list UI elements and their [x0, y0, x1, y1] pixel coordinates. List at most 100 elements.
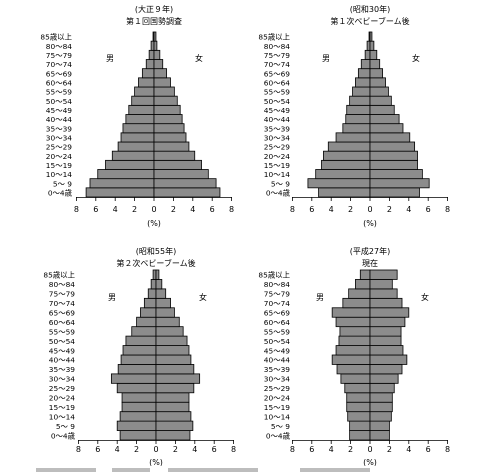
x-tick-label: 6: [210, 205, 215, 214]
bar-male-4: [346, 392, 371, 403]
bar-female-4: [369, 392, 393, 403]
x-axis-unit-label: (%): [149, 458, 163, 466]
bar-female-14: [155, 297, 171, 309]
age-category-label: 0～4歳: [266, 188, 291, 197]
bar-male-10: [125, 335, 157, 346]
bar-female-11: [153, 86, 175, 97]
bar-male-6: [120, 132, 155, 143]
x-tick-label: 8: [445, 445, 450, 454]
age-category-label: 5～ 9: [56, 422, 75, 431]
age-category-label: 20～24: [264, 394, 290, 403]
bar-female-1: [369, 420, 390, 431]
bar-female-4: [155, 392, 190, 403]
bar-female-8: [153, 114, 183, 125]
age-category-label: 40～44: [264, 356, 290, 365]
x-tick-label: 4: [406, 205, 411, 214]
bar-female-4: [369, 150, 418, 161]
age-category-label: 40～44: [46, 115, 72, 124]
bar-female-6: [369, 132, 411, 143]
bar-female-11: [369, 326, 402, 337]
age-category-label: 35～39: [264, 124, 290, 133]
age-category-label: 85歳以上: [258, 33, 290, 42]
bar-male-12: [136, 316, 157, 328]
bar-male-14: [145, 59, 155, 70]
bar-male-12: [335, 316, 371, 328]
male-label: 男: [316, 293, 324, 302]
bar-female-3: [153, 159, 202, 170]
age-category-label: 60～64: [264, 78, 290, 87]
bar-male-5: [344, 382, 371, 394]
bar-male-14: [143, 297, 157, 309]
bar-male-15: [147, 288, 157, 299]
x-tick-label: 2: [348, 445, 353, 454]
age-category-label: 45～49: [46, 106, 72, 115]
bar-male-15: [348, 288, 371, 299]
age-category-label: 25～29: [264, 384, 290, 393]
x-tick-label: 6: [309, 205, 314, 214]
bar-female-10: [155, 335, 188, 346]
age-category-label: 75～79: [264, 290, 290, 299]
x-tick-label: 8: [74, 205, 79, 214]
chart-title: (昭和30年): [350, 4, 390, 14]
bar-female-1: [153, 178, 217, 189]
bar-female-10: [153, 95, 178, 106]
age-category-label: 30～34: [264, 133, 290, 142]
age-category-label: 30～34: [49, 375, 75, 384]
bar-male-1: [307, 178, 371, 189]
bar-male-9: [128, 104, 155, 115]
x-tick-label: 8: [445, 205, 450, 214]
age-category-label: 30～34: [264, 375, 290, 384]
age-category-label: 45～49: [49, 346, 75, 355]
bar-female-3: [155, 401, 190, 413]
x-axis-unit-label: (%): [363, 219, 377, 228]
chart-subtitle: 現在: [362, 258, 378, 268]
bar-female-16: [153, 40, 158, 51]
x-tick-label: 6: [93, 205, 98, 214]
x-tick-label: 6: [212, 445, 217, 454]
pyramid-chart-4: (平成27年)現在男 女0～4歳5～ 910～1415～1920～2425～293…: [258, 246, 450, 466]
bar-male-2: [119, 411, 157, 422]
bar-male-10: [131, 95, 155, 106]
age-category-label: 0～4歳: [266, 431, 291, 440]
bar-female-7: [153, 123, 185, 134]
bar-female-9: [369, 345, 404, 356]
x-tick-label: 2: [173, 445, 178, 454]
age-category-label: 70～74: [264, 299, 290, 308]
x-tick-label: 4: [113, 205, 118, 214]
x-tick-label: 4: [115, 445, 120, 454]
bar-male-8: [125, 114, 155, 125]
bar-female-1: [369, 178, 430, 189]
bar-male-5: [327, 141, 371, 152]
x-tick-label: 4: [406, 445, 411, 454]
bar-male-10: [338, 335, 371, 346]
bar-female-0: [153, 187, 221, 198]
bar-female-13: [369, 68, 384, 79]
bar-female-15: [153, 49, 161, 60]
bar-male-15: [364, 49, 371, 60]
bar-male-0: [119, 430, 157, 441]
bar-male-14: [342, 297, 371, 309]
age-category-label: 75～79: [49, 290, 75, 299]
age-category-label: 50～54: [264, 97, 290, 106]
bar-male-4: [121, 392, 157, 403]
bar-male-6: [340, 373, 371, 384]
bar-female-16: [155, 279, 163, 290]
age-category-label: 80～84: [46, 42, 72, 51]
female-label: 女: [412, 53, 420, 63]
bar-male-1: [116, 420, 157, 431]
bar-female-5: [153, 141, 190, 152]
bar-female-4: [153, 150, 196, 161]
bar-female-3: [369, 401, 393, 413]
bar-female-9: [369, 104, 395, 115]
bar-female-0: [369, 187, 420, 198]
x-axis-unit-label: (%): [147, 219, 161, 228]
bar-male-16: [366, 40, 371, 51]
age-category-label: 80～84: [264, 42, 290, 51]
x-tick-label: 8: [76, 445, 81, 454]
age-category-label: 10～14: [46, 170, 72, 179]
bar-female-16: [369, 279, 393, 290]
age-category-label: 60～64: [46, 78, 72, 87]
age-category-label: 65～69: [264, 69, 290, 78]
bar-female-0: [369, 430, 390, 441]
